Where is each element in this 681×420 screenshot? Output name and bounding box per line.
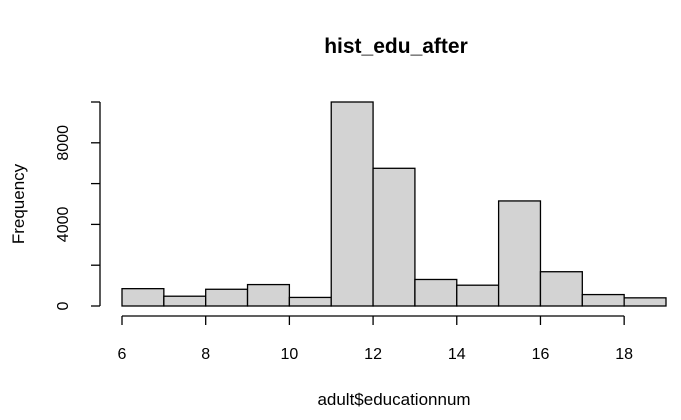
y-tick-label: 4000 (55, 207, 72, 243)
bars-group (121, 101, 667, 307)
histogram-bar (288, 296, 332, 307)
histogram-bar (456, 284, 500, 307)
histogram-bar (414, 278, 458, 307)
histogram-bar (330, 101, 374, 307)
x-axis-label: adult$educationnum (317, 390, 470, 409)
x-tick-label: 12 (364, 346, 382, 363)
x-tick-label: 14 (448, 346, 466, 363)
x-tick-label: 6 (118, 346, 127, 363)
chart-title: hist_edu_after (324, 35, 468, 58)
x-axis: 6 8 10 12 14 16 18 (118, 315, 633, 363)
histogram-bar (121, 288, 165, 307)
y-tick-label: 0 (55, 301, 72, 310)
histogram-bar (246, 283, 291, 307)
histogram-bar (163, 295, 207, 307)
y-axis: 0 4000 8000 (55, 101, 101, 310)
histogram-bar (497, 200, 542, 307)
histogram-bar (623, 297, 667, 307)
x-tick-label: 16 (532, 346, 550, 363)
x-tick-label: 10 (280, 346, 298, 363)
histogram-bar (539, 271, 583, 307)
histogram-bar (205, 288, 249, 307)
y-axis-label: Frequency (9, 163, 28, 244)
x-tick-label: 18 (615, 346, 633, 363)
y-tick-label: 8000 (55, 125, 72, 161)
histogram-bar (581, 293, 625, 307)
x-tick-label: 8 (201, 346, 210, 363)
histogram-bar (372, 167, 416, 307)
